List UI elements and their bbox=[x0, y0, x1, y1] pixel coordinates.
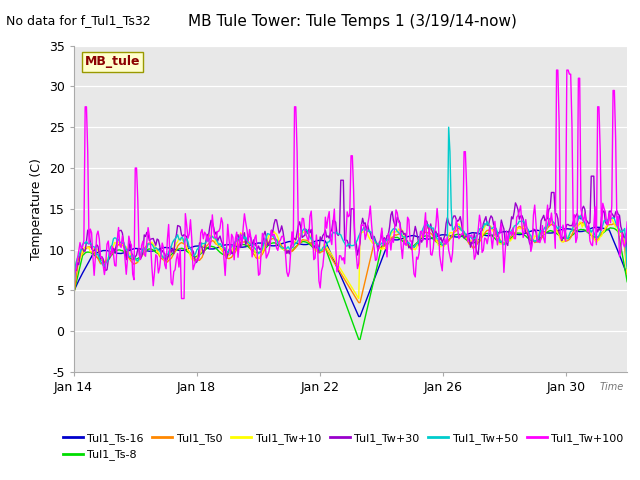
Tul1_Tw+30 bbox=[508, 214, 515, 220]
Legend: Tul1_Ts-16, Tul1_Ts-8, Tul1_Ts0, Tul1_Tw+10, Tul1_Tw+30, Tul1_Tw+50, Tul1_Tw+100: Tul1_Ts-16, Tul1_Ts-8, Tul1_Ts0, Tul1_Tw… bbox=[63, 433, 623, 460]
Tul1_Ts-8 bbox=[355, 336, 363, 342]
Tul1_Tw+50 bbox=[623, 265, 631, 271]
Y-axis label: Temperature (C): Temperature (C) bbox=[30, 158, 43, 260]
Tul1_Ts0 bbox=[70, 294, 77, 300]
Tul1_Ts0 bbox=[355, 300, 363, 305]
Tul1_Tw+10 bbox=[509, 235, 516, 241]
Tul1_Tw+100 bbox=[508, 232, 515, 238]
Tul1_Tw+100 bbox=[70, 298, 77, 303]
Tul1_Ts-16 bbox=[509, 230, 516, 236]
Tul1_Tw+30 bbox=[577, 216, 585, 222]
Tul1_Ts-8 bbox=[579, 227, 586, 232]
Tul1_Ts-16 bbox=[623, 273, 631, 278]
Tul1_Tw+100 bbox=[112, 263, 120, 269]
Tul1_Ts-16 bbox=[112, 250, 120, 256]
Tul1_Tw+100 bbox=[579, 213, 586, 219]
Line: Tul1_Tw+10: Tul1_Tw+10 bbox=[74, 218, 627, 299]
Tul1_Tw+30 bbox=[623, 263, 631, 269]
Tul1_Tw+10 bbox=[392, 228, 400, 234]
Tul1_Ts0 bbox=[497, 239, 505, 245]
Tul1_Tw+50 bbox=[509, 228, 516, 233]
Tul1_Ts-8 bbox=[112, 248, 120, 254]
Tul1_Tw+100 bbox=[553, 67, 561, 73]
Tul1_Tw+50 bbox=[455, 224, 463, 229]
Tul1_Tw+30 bbox=[391, 222, 399, 228]
Tul1_Tw+100 bbox=[496, 230, 504, 236]
Text: No data for f_Tul1_Ts32: No data for f_Tul1_Ts32 bbox=[6, 14, 151, 27]
Line: Tul1_Ts0: Tul1_Ts0 bbox=[74, 223, 627, 302]
Tul1_Ts-8 bbox=[70, 291, 77, 297]
Line: Tul1_Tw+100: Tul1_Tw+100 bbox=[74, 70, 627, 300]
Tul1_Tw+30 bbox=[70, 287, 77, 292]
Tul1_Tw+10 bbox=[579, 224, 586, 230]
Tul1_Ts-16 bbox=[355, 313, 363, 319]
Tul1_Ts0 bbox=[623, 270, 631, 276]
Line: Tul1_Tw+50: Tul1_Tw+50 bbox=[74, 127, 627, 291]
Tul1_Tw+10 bbox=[497, 241, 505, 247]
Tul1_Tw+10 bbox=[623, 272, 631, 277]
Tul1_Tw+10 bbox=[608, 216, 616, 221]
Tul1_Ts-16 bbox=[70, 289, 77, 295]
Tul1_Tw+50 bbox=[579, 217, 586, 223]
Tul1_Tw+100 bbox=[391, 224, 399, 230]
Tul1_Ts-8 bbox=[509, 233, 516, 239]
Tul1_Tw+10 bbox=[355, 296, 363, 301]
Text: MB Tule Tower: Tule Temps 1 (3/19/14-now): MB Tule Tower: Tule Temps 1 (3/19/14-now… bbox=[188, 14, 516, 29]
Tul1_Tw+50 bbox=[445, 124, 452, 130]
Tul1_Tw+100 bbox=[623, 219, 631, 225]
Tul1_Tw+10 bbox=[112, 240, 120, 246]
Tul1_Tw+50 bbox=[70, 288, 77, 294]
Tul1_Tw+100 bbox=[454, 226, 461, 232]
Tul1_Ts0 bbox=[509, 231, 516, 237]
Line: Tul1_Ts-8: Tul1_Ts-8 bbox=[74, 228, 627, 339]
Tul1_Ts-8 bbox=[392, 235, 400, 240]
Tul1_Tw+50 bbox=[112, 235, 120, 241]
Tul1_Ts-16 bbox=[594, 224, 602, 230]
Text: MB_tule: MB_tule bbox=[84, 55, 140, 68]
Tul1_Ts0 bbox=[579, 220, 586, 226]
Tul1_Tw+50 bbox=[497, 238, 505, 244]
Tul1_Tw+30 bbox=[588, 173, 595, 179]
Tul1_Tw+30 bbox=[112, 244, 120, 250]
Tul1_Ts0 bbox=[112, 245, 120, 251]
Tul1_Ts-16 bbox=[392, 237, 400, 243]
Tul1_Ts-8 bbox=[455, 231, 463, 237]
Tul1_Tw+10 bbox=[70, 283, 77, 289]
Tul1_Ts-16 bbox=[579, 228, 586, 234]
Tul1_Tw+50 bbox=[391, 226, 399, 232]
Tul1_Ts-8 bbox=[497, 240, 505, 246]
Tul1_Ts-8 bbox=[623, 279, 631, 285]
Tul1_Tw+10 bbox=[455, 221, 463, 227]
Line: Tul1_Ts-16: Tul1_Ts-16 bbox=[74, 227, 627, 316]
Line: Tul1_Tw+30: Tul1_Tw+30 bbox=[74, 176, 627, 289]
Tul1_Ts-8 bbox=[607, 225, 614, 231]
Text: Time: Time bbox=[600, 382, 624, 392]
Tul1_Ts-16 bbox=[455, 234, 463, 240]
Tul1_Tw+30 bbox=[496, 228, 504, 234]
Tul1_Ts0 bbox=[580, 220, 588, 226]
Tul1_Tw+30 bbox=[454, 218, 461, 224]
Tul1_Ts0 bbox=[392, 232, 400, 238]
Tul1_Ts-16 bbox=[497, 229, 505, 235]
Tul1_Ts0 bbox=[455, 225, 463, 231]
